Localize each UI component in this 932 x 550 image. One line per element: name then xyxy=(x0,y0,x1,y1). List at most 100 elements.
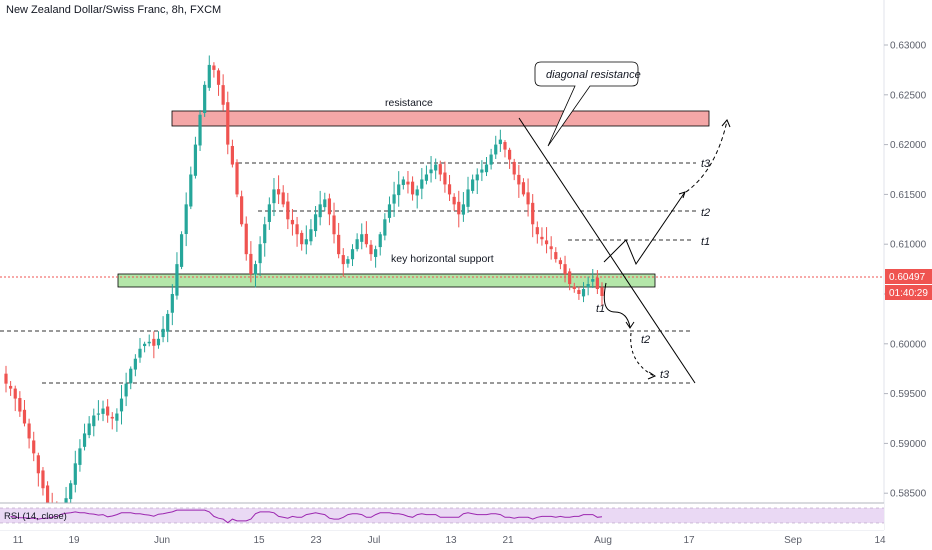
candle-body[interactable] xyxy=(383,219,387,236)
candle-body[interactable] xyxy=(415,189,419,196)
candle-body[interactable] xyxy=(101,408,105,414)
candle-body[interactable] xyxy=(452,196,456,205)
candle-body[interactable] xyxy=(147,341,151,344)
candle-body[interactable] xyxy=(420,179,424,189)
candle-body[interactable] xyxy=(226,102,230,145)
candle-body[interactable] xyxy=(387,204,392,218)
candle-body[interactable] xyxy=(263,224,267,244)
candle-body[interactable] xyxy=(156,338,161,346)
candle-body[interactable] xyxy=(531,202,535,225)
candle-body[interactable] xyxy=(489,154,493,165)
candle-body[interactable] xyxy=(300,232,304,245)
candle-body[interactable] xyxy=(318,204,322,218)
candle-body[interactable] xyxy=(110,416,114,419)
candle-body[interactable] xyxy=(517,174,521,185)
candle-body[interactable] xyxy=(447,184,452,195)
candle-body[interactable] xyxy=(535,227,539,235)
candle-body[interactable] xyxy=(281,192,285,205)
candle-body[interactable] xyxy=(216,70,221,85)
candle-body[interactable] xyxy=(184,204,188,235)
candle-body[interactable] xyxy=(374,249,378,257)
candle-body[interactable] xyxy=(249,253,253,275)
time-axis[interactable]: 11 19 Jun 15 23 Jul 13 21 Aug 17 Sep 14 xyxy=(13,535,886,546)
candle-body[interactable] xyxy=(73,463,77,485)
candle-body[interactable] xyxy=(558,260,563,265)
diagonal-trendline[interactable] xyxy=(518,117,696,384)
candle-body[interactable] xyxy=(406,181,410,185)
candle-body[interactable] xyxy=(494,144,498,155)
candle-body[interactable] xyxy=(512,161,516,175)
candle-body[interactable] xyxy=(568,271,572,285)
candle-body[interactable] xyxy=(41,470,45,489)
candle-body[interactable] xyxy=(323,199,327,208)
candle-body[interactable] xyxy=(521,182,526,195)
candle-body[interactable] xyxy=(337,234,341,255)
candle-body[interactable] xyxy=(152,338,156,346)
candle-body[interactable] xyxy=(166,313,170,332)
candle-body[interactable] xyxy=(360,234,364,242)
candle-body[interactable] xyxy=(438,164,442,175)
candle-body[interactable] xyxy=(540,236,544,240)
candle-body[interactable] xyxy=(286,201,290,220)
candle-body[interactable] xyxy=(267,204,271,222)
candle-body[interactable] xyxy=(78,448,82,465)
projection-up-dashed[interactable] xyxy=(685,120,728,193)
candle-body[interactable] xyxy=(457,201,461,215)
candle-body[interactable] xyxy=(526,192,530,205)
candle-body[interactable] xyxy=(461,204,465,215)
candle-body[interactable] xyxy=(115,413,119,421)
candle-body[interactable] xyxy=(480,169,484,173)
candle-body[interactable] xyxy=(498,139,502,145)
candle-body[interactable] xyxy=(341,255,345,265)
candle-body[interactable] xyxy=(258,244,262,264)
candle-body[interactable] xyxy=(364,233,368,245)
candle-body[interactable] xyxy=(138,348,142,358)
candle-body[interactable] xyxy=(212,65,216,70)
candle-body[interactable] xyxy=(295,224,299,235)
candle-body[interactable] xyxy=(577,290,581,294)
candle-body[interactable] xyxy=(143,343,147,347)
candle-body[interactable] xyxy=(429,169,433,174)
candle-body[interactable] xyxy=(392,194,396,204)
candle-body[interactable] xyxy=(544,240,549,245)
candle-body[interactable] xyxy=(189,174,193,207)
candle-body[interactable] xyxy=(484,164,489,173)
candle-body[interactable] xyxy=(410,181,415,195)
candle-body[interactable] xyxy=(106,406,110,416)
rsi-line[interactable] xyxy=(10,509,603,524)
candle-body[interactable] xyxy=(350,249,355,260)
candle-body[interactable] xyxy=(124,383,128,397)
candle-body[interactable] xyxy=(397,184,401,196)
projection-up-path[interactable] xyxy=(603,191,686,266)
projection-down-dashed[interactable] xyxy=(630,332,655,377)
callout-bubble[interactable] xyxy=(534,61,639,147)
candle-body[interactable] xyxy=(378,234,382,248)
candle-body[interactable] xyxy=(401,179,405,185)
candle-body[interactable] xyxy=(595,277,599,290)
candle-body[interactable] xyxy=(9,385,13,389)
candle-body[interactable] xyxy=(290,219,295,225)
projection-down-path[interactable] xyxy=(603,282,631,328)
candle-body[interactable] xyxy=(4,373,8,384)
candle-body[interactable] xyxy=(591,279,595,282)
candle-body[interactable] xyxy=(207,64,211,88)
candle-body[interactable] xyxy=(424,174,429,181)
plot-area[interactable] xyxy=(0,0,884,530)
candle-body[interactable] xyxy=(82,433,87,447)
candle-body[interactable] xyxy=(586,284,590,288)
candle-body[interactable] xyxy=(32,440,36,454)
candle-body[interactable] xyxy=(129,368,133,384)
candle-body[interactable] xyxy=(69,483,73,500)
candle-body[interactable] xyxy=(327,198,332,215)
candle-body[interactable] xyxy=(92,415,96,427)
candle-body[interactable] xyxy=(332,215,336,235)
candle-body[interactable] xyxy=(179,234,184,267)
candle-body[interactable] xyxy=(96,413,101,415)
candle-body[interactable] xyxy=(475,174,479,181)
candle-body[interactable] xyxy=(355,239,359,250)
candle-body[interactable] xyxy=(170,294,174,313)
candle-body[interactable] xyxy=(27,423,31,439)
candle-body[interactable] xyxy=(119,398,124,412)
candle-body[interactable] xyxy=(554,252,558,260)
